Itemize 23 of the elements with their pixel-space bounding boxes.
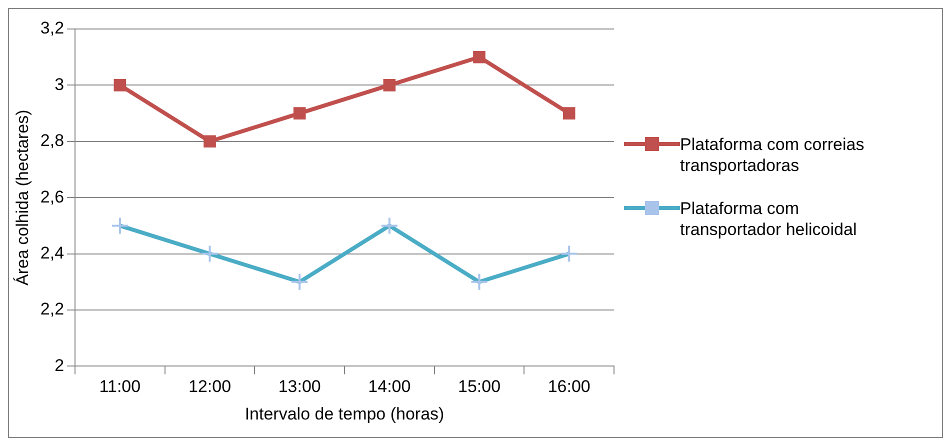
x-tick-label: 13:00 [278, 377, 321, 396]
point [114, 79, 126, 92]
point [473, 50, 486, 64]
y-axis-title: Área colhida (hectares) [12, 110, 32, 286]
x-tick-label: 15:00 [458, 377, 501, 396]
legend-label: Plataforma com transportador helicoidal [680, 198, 858, 240]
y-tick-label: 2,8 [40, 131, 64, 150]
x-tick-label: 12:00 [188, 377, 232, 396]
y-tick-label: 2,6 [40, 187, 64, 206]
y-tick-label: 2,2 [40, 300, 64, 319]
x-tick-label: 14:00 [368, 377, 411, 396]
x-tick-label: 16:00 [548, 377, 590, 396]
legend-label: Plataforma com correias transportadoras [680, 134, 866, 176]
x-tick-label: 11:00 [99, 377, 141, 396]
x-axis-title: Intervalo de tempo (horas) [244, 404, 444, 424]
y-tick-label: 2 [54, 356, 64, 375]
point [383, 79, 396, 92]
y-tick-label: 2,4 [40, 243, 64, 262]
y-tick-label: 3 [54, 74, 64, 94]
point [293, 107, 306, 120]
point [204, 135, 216, 148]
point [562, 107, 576, 120]
y-tick-label: 3,2 [40, 18, 64, 38]
